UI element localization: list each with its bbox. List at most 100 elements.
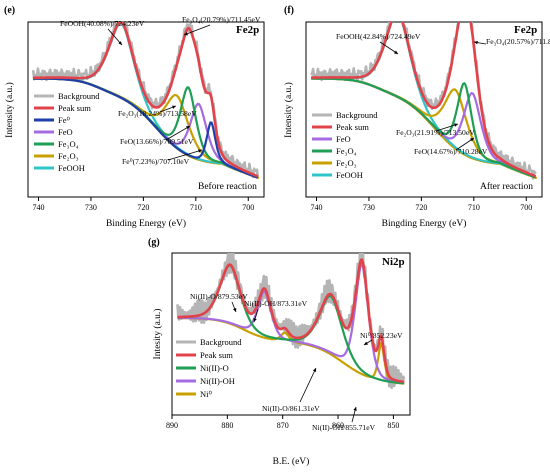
panel-e-series-peak-sum	[33, 22, 259, 178]
x-tick-label: 860	[332, 421, 344, 430]
annotation-arrowhead	[470, 138, 474, 142]
annotation-label: Fe₂O₃(21.91%)/713.50eV	[396, 128, 475, 137]
annotation-arrowhead	[353, 407, 357, 411]
legend-entry: Ni(II)-OH	[200, 376, 235, 386]
annotation-label: FeOOH(42.84%)/724.49eV	[336, 32, 421, 41]
x-tick-label: 880	[221, 421, 233, 430]
legend-entry: FeO	[336, 134, 351, 144]
legend-entry: Fe₃O₄	[58, 139, 79, 149]
annotation-label: Fe⁰(7.23%)/707.10eV	[122, 157, 190, 166]
legend-entry: Peak sum	[336, 122, 369, 132]
annotation-arrow	[183, 24, 211, 36]
legend-entry: Ni(II)-O	[200, 363, 229, 373]
annotation-label: Ni⁰/852.23eV	[360, 331, 403, 340]
x-tick-label: 890	[166, 421, 178, 430]
legend-entry: FeO	[58, 127, 73, 137]
panel-f-annotations: FeOOH(42.84%)/724.49eV Fe₃O₄(20.57%)/711.…	[336, 32, 550, 156]
legend-entry: Fe₃O₄	[336, 146, 357, 156]
panel-g-series-peak-sum	[177, 257, 405, 384]
x-tick-label: 850	[387, 421, 399, 430]
annotation-arrowhead	[186, 126, 190, 130]
legend-entry: Ni⁰	[200, 389, 213, 399]
annotation-label: Fe₃O₄(20.57%)/711.8eV	[486, 37, 550, 46]
legend-entry: Fe₂O₃	[336, 158, 357, 168]
annotation-label: Fe₃O₄(20.79%)/711.45eV	[182, 15, 261, 24]
annotation-arrowhead	[184, 32, 188, 36]
legend-entry: Background	[200, 337, 242, 347]
x-tick-label: 710	[468, 203, 480, 212]
annotation-arrow	[167, 149, 203, 161]
annotation-arrow	[435, 123, 459, 132]
panel-e-x-axis: 740 730 720 710 700	[32, 197, 254, 212]
panel-e-xlabel: Binding Energy (eV)	[106, 218, 186, 229]
annotation-label: Fe₂O₃(18.24%)/713.58eV	[118, 109, 197, 118]
annotation-arrow	[455, 137, 475, 151]
x-tick-label: 870	[277, 421, 289, 430]
annotation-arrowhead	[364, 341, 368, 345]
legend-entry: Fe₂O₃	[58, 151, 79, 161]
panel-f-label: (f)	[284, 5, 294, 16]
panel-f-series-fe3o4	[311, 77, 537, 179]
annotation-label: Ni(II)-O/861.31eV	[262, 404, 320, 413]
panel-g-x-axis: 890 880 870 860 850	[166, 415, 399, 430]
x-tick-label: 710	[190, 203, 202, 212]
x-tick-label: 740	[32, 203, 44, 212]
legend-entry: Peak sum	[200, 350, 233, 360]
panel-g-title: Ni2p	[382, 256, 405, 268]
panel-e-comment: Before reaction	[198, 181, 257, 192]
x-tick-label: 740	[310, 203, 322, 212]
annotation-label: Ni(II)-OH/873.31eV	[244, 299, 308, 308]
legend-entry: FeOOH	[58, 163, 85, 173]
panel-g-label: (g)	[148, 237, 160, 248]
panel-f-frame	[305, 21, 543, 198]
panel-f-legend: Background Peak sum FeO Fe₃O₄ Fe₂O₃ FeOOH	[312, 110, 378, 180]
x-tick-label: 720	[137, 203, 149, 212]
annotation-arrowhead	[118, 41, 122, 45]
x-tick-label: 700	[520, 203, 532, 212]
annotation-arrow	[165, 125, 191, 141]
legend-entry: Background	[336, 110, 378, 120]
panel-f-series-background-data	[310, 22, 537, 180]
panel-e-label: (e)	[4, 5, 15, 16]
annotation-label: Ni(II)-OH/855.71eV	[312, 423, 376, 432]
panel-g-legend: Background Peak sum Ni(II)-O Ni(II)-OH Ni⁰	[176, 337, 242, 399]
panel-e-annotations: FeOOH(40.08%)/724.23eV Fe₃O₄(20.79%)/711.…	[60, 15, 261, 166]
annotation-label: FeO(13.66%)/709.51eV	[120, 137, 194, 146]
panel-f-ylabel: Intensity (a.u.)	[283, 82, 294, 138]
x-tick-label: 730	[363, 203, 375, 212]
panel-f-series-peak-sum	[311, 22, 537, 178]
legend-entry: Fe⁰	[58, 115, 71, 125]
panel-e-ylabel: Intensity (a.u.)	[4, 82, 15, 138]
annotation-arrowhead	[253, 318, 257, 322]
annotation-arrow	[379, 41, 399, 55]
panel-e-title: Fe2p	[236, 24, 259, 36]
annotation-arrowhead	[394, 50, 398, 54]
annotation-label: FeO(14.67%)/710.28eV	[414, 147, 488, 156]
panel-f-title: Fe2p	[514, 24, 537, 36]
panel-f-x-axis: 740 730 720 710 700	[310, 197, 532, 212]
annotation-arrowhead	[172, 105, 176, 109]
x-tick-label: 730	[85, 203, 97, 212]
panel-f-comment: After reaction	[480, 181, 533, 192]
annotation-arrowhead	[474, 40, 478, 45]
annotation-label: Ni(II)-O/879.53eV	[190, 292, 248, 301]
annotation-arrowhead	[233, 308, 237, 312]
annotation-label: FeOOH(40.08%)/724.23eV	[60, 19, 145, 28]
legend-entry: FeOOH	[336, 170, 363, 180]
legend-entry: Background	[58, 91, 100, 101]
legend-entry: Peak sum	[58, 103, 91, 113]
panel-g-frame	[171, 252, 411, 416]
annotation-arrowhead	[454, 123, 458, 127]
annotation-arrow	[299, 367, 317, 403]
panel-f-xlabel: Bingding Energy (eV)	[382, 218, 467, 229]
x-tick-label: 700	[242, 203, 254, 212]
panel-g-xlabel: B.E. (eV)	[273, 456, 310, 467]
x-tick-label: 720	[415, 203, 427, 212]
annotation-arrowhead	[198, 149, 202, 153]
panel-e-series-fe0	[33, 77, 259, 179]
panel-e-legend: Background Peak sum Fe⁰ FeO Fe₃O₄ Fe₂O₃ FeOOH	[34, 91, 100, 173]
panel-g-ylabel: Intesity (a.u.)	[152, 309, 163, 360]
annotation-arrowhead	[312, 368, 317, 372]
